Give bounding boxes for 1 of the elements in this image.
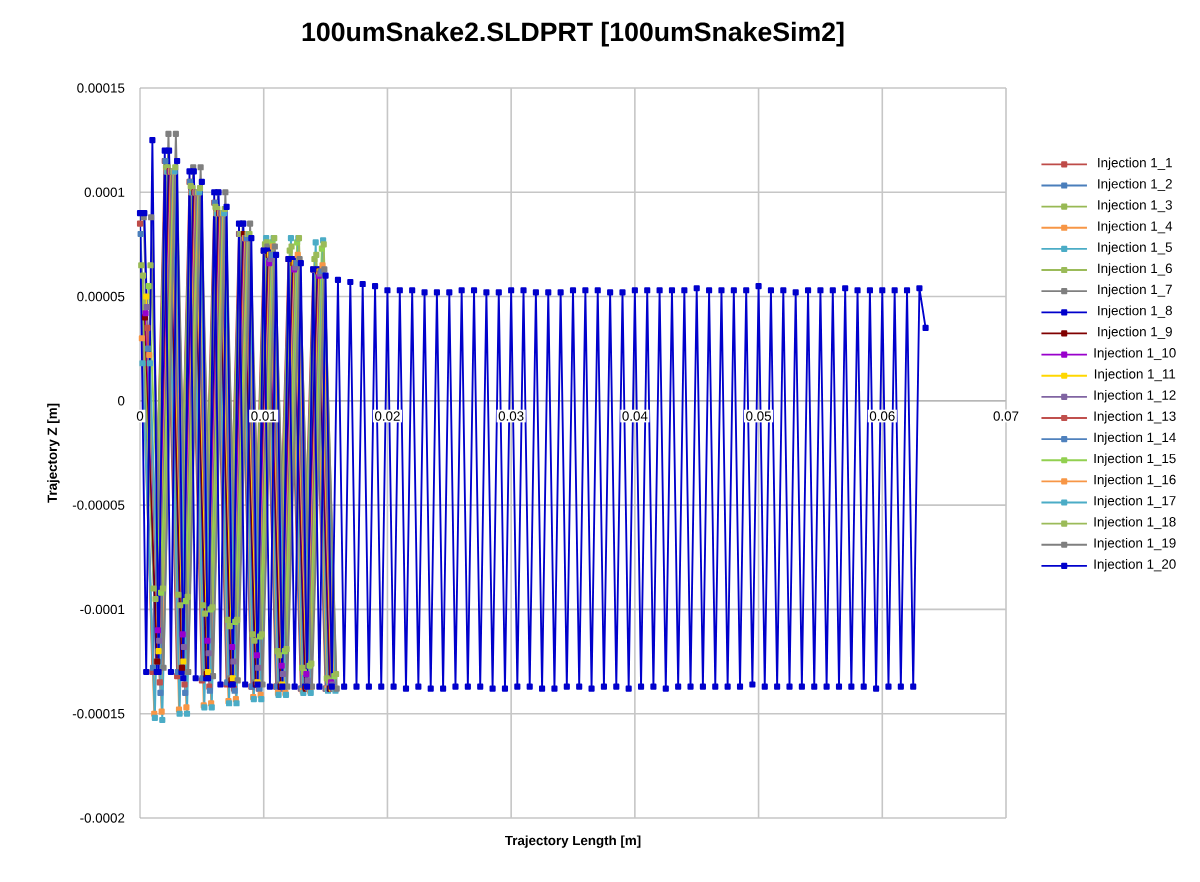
chart-title: 100umSnake2.SLDPRT [100umSnakeSim2] [302,21,844,47]
